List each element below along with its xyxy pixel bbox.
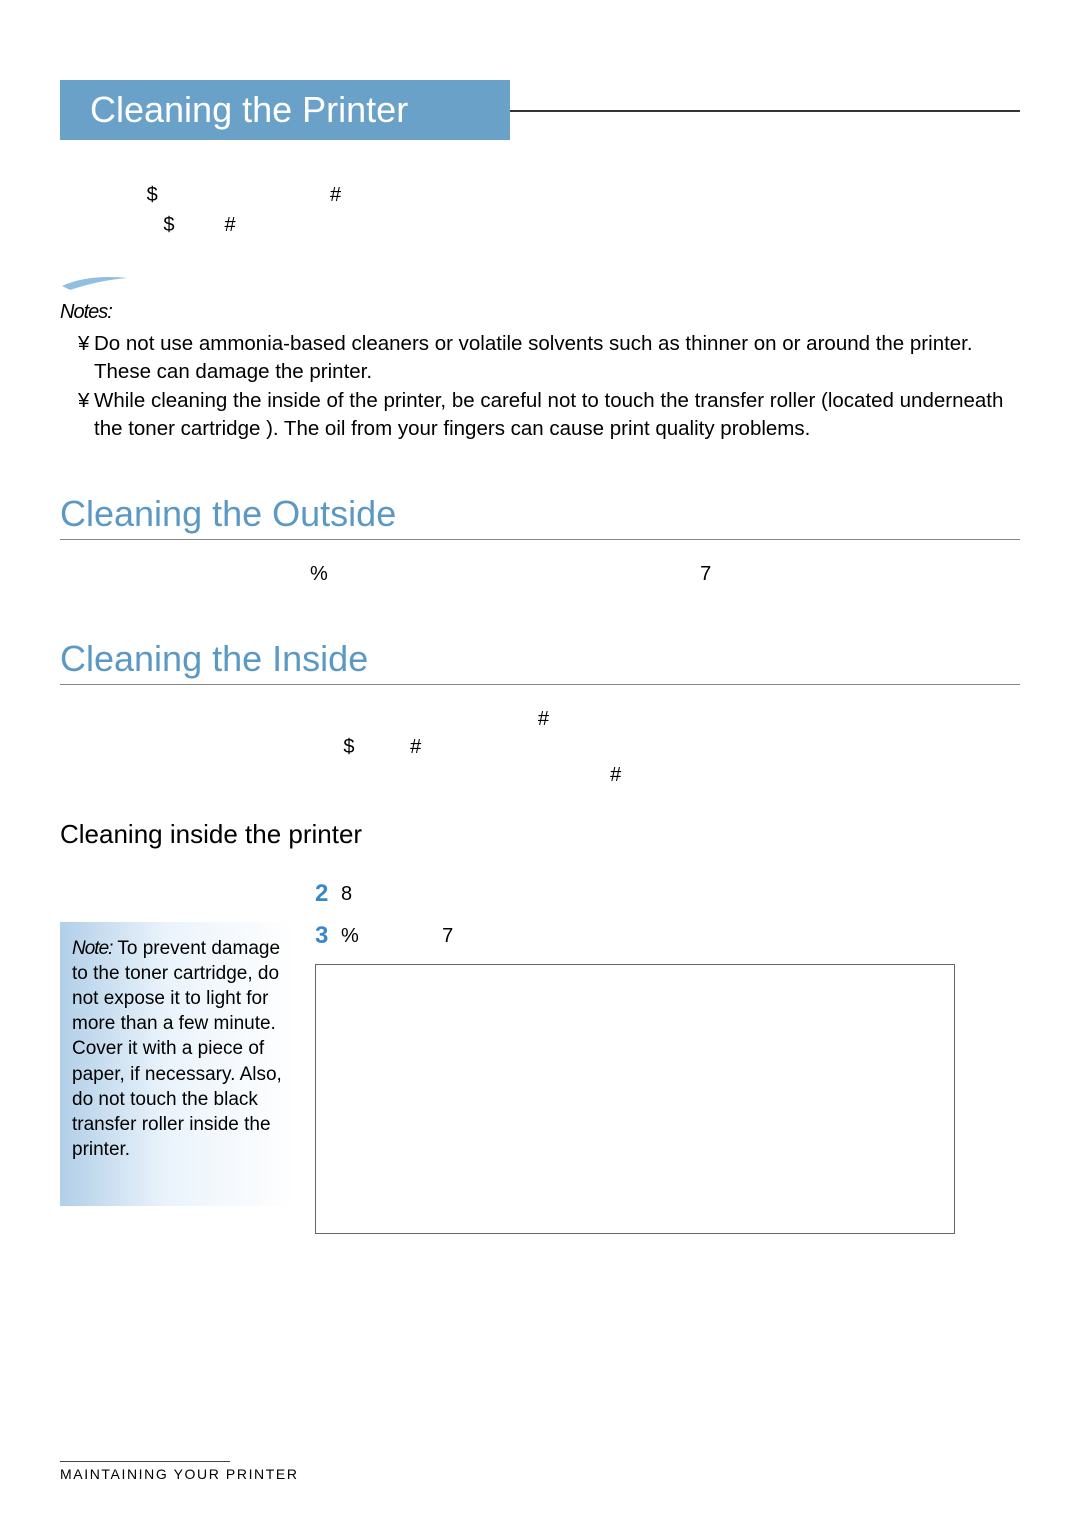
- step-text: % 7: [341, 922, 453, 950]
- notes-label: Notes:: [60, 301, 1020, 324]
- step-3-row: 3 % 7: [315, 922, 1020, 950]
- illustration-placeholder: [315, 964, 955, 1234]
- subsection-heading-text: Cleaning inside the printer: [60, 819, 362, 849]
- notes-block: Notes: Do not use ammonia-based cleaners…: [60, 270, 1020, 443]
- page-title: Cleaning the Printer: [90, 89, 408, 131]
- note-callout-label: Note:: [72, 938, 112, 959]
- note-item: Do not use ammonia-based cleaners or vol…: [78, 330, 1020, 387]
- footer-text: MAINTAINING YOUR PRINTER: [60, 1466, 299, 1482]
- section-body-inside: # $ # #: [60, 705, 1020, 789]
- step-text: 8: [341, 880, 352, 908]
- section-heading-inside: Cleaning the Inside: [60, 638, 1020, 685]
- section-heading-outside: Cleaning the Outside: [60, 493, 1020, 540]
- step-number: 3: [315, 922, 335, 950]
- step-2-row: 2 8: [315, 880, 1020, 908]
- title-bar: Cleaning the Printer: [60, 80, 1020, 140]
- notes-list: Do not use ammonia-based cleaners or vol…: [60, 330, 1020, 443]
- page-footer: MAINTAINING YOUR PRINTER: [60, 1461, 299, 1482]
- subsection-heading: Cleaning inside the printer: [60, 819, 1020, 850]
- step-number: 2: [315, 880, 335, 908]
- note-item: While cleaning the inside of the printer…: [78, 387, 1020, 444]
- footer-rule: [60, 1461, 230, 1462]
- step-3-area: Note: To prevent damage to the toner car…: [60, 922, 1020, 1234]
- note-callout-text: To prevent damage to the toner cartridge…: [72, 938, 282, 1160]
- title-box: Cleaning the Printer: [60, 80, 510, 140]
- title-rule: [510, 110, 1020, 112]
- brush-stroke-icon: [60, 270, 130, 292]
- section-body-outside: % 7: [60, 560, 1020, 588]
- note-callout: Note: To prevent damage to the toner car…: [60, 922, 295, 1206]
- intro-text: $ # $ #: [130, 180, 1020, 240]
